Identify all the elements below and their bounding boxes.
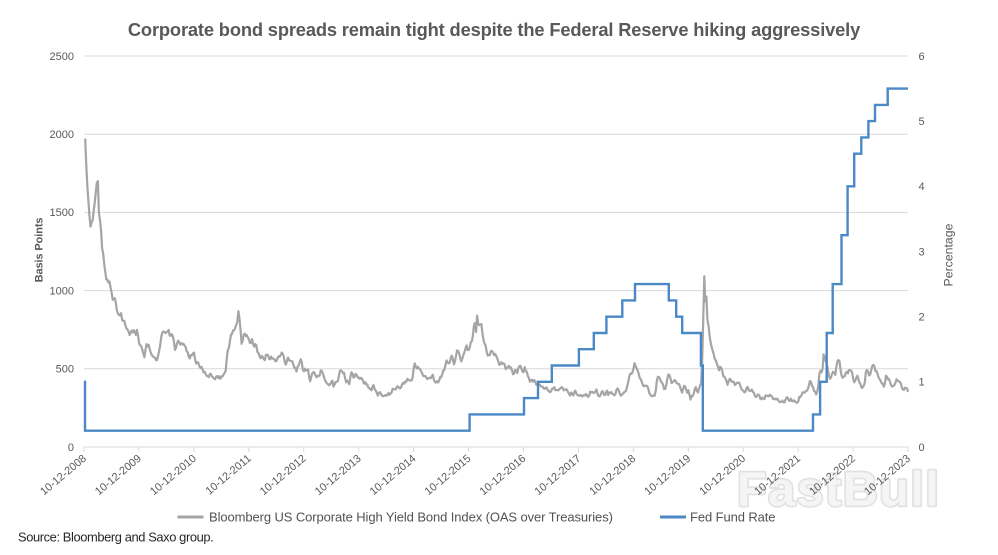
svg-text:FastBull: FastBull <box>737 463 940 517</box>
svg-text:Source: Bloomberg and Saxo gro: Source: Bloomberg and Saxo group. <box>18 530 213 545</box>
svg-text:4: 4 <box>919 181 925 193</box>
svg-text:2500: 2500 <box>50 51 74 63</box>
svg-text:Corporate bond spreads remain: Corporate bond spreads remain tight desp… <box>128 19 861 40</box>
svg-text:5: 5 <box>919 116 925 128</box>
svg-text:1: 1 <box>919 377 925 389</box>
svg-text:Fed Fund Rate: Fed Fund Rate <box>690 510 775 525</box>
svg-text:0: 0 <box>68 442 74 454</box>
svg-text:1000: 1000 <box>50 285 74 297</box>
svg-text:Bloomberg US Corporate High Yi: Bloomberg US Corporate High Yield Bond I… <box>209 510 613 525</box>
svg-text:0: 0 <box>919 442 925 454</box>
svg-text:Basis Points: Basis Points <box>33 218 45 283</box>
svg-text:6: 6 <box>919 51 925 63</box>
svg-text:2: 2 <box>919 312 925 324</box>
svg-text:3: 3 <box>919 246 925 258</box>
svg-text:Percentage: Percentage <box>942 223 956 286</box>
svg-text:2000: 2000 <box>50 129 74 141</box>
svg-text:500: 500 <box>56 364 74 376</box>
svg-text:1500: 1500 <box>50 207 74 219</box>
